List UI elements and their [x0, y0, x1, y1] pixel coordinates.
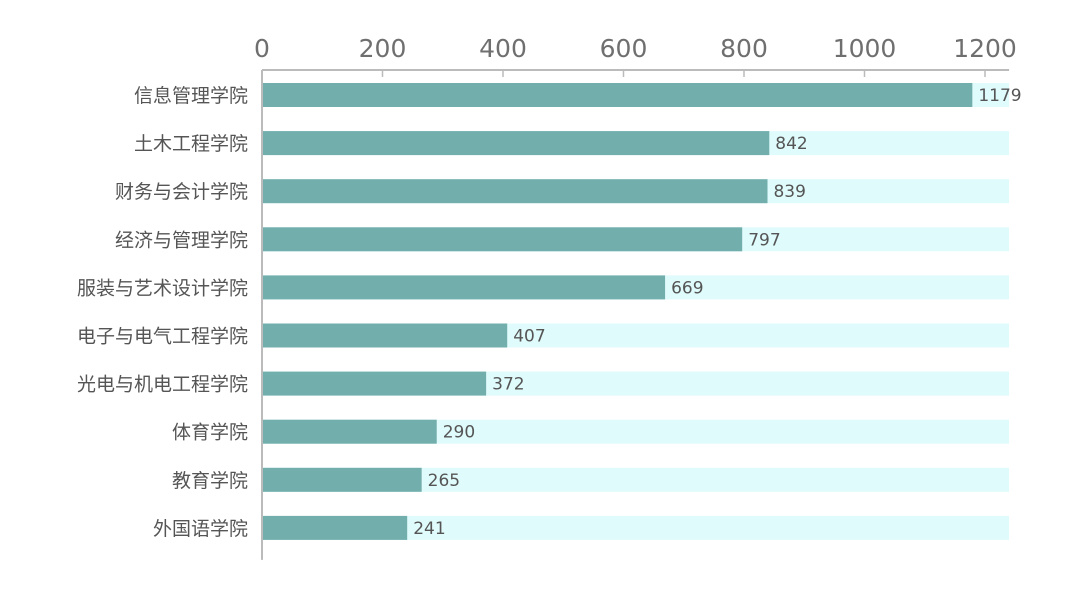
bar [263, 419, 437, 444]
x-tick-label: 0 [254, 34, 270, 63]
x-tick-label: 600 [600, 34, 648, 63]
data-label: 372 [492, 375, 524, 395]
data-label: 290 [443, 423, 475, 443]
data-labels: 1179 842 839 797 669 407 372 290 265 241 [413, 86, 1021, 539]
bar [263, 323, 508, 348]
category-label: 体育学院 [172, 422, 248, 444]
bars [263, 83, 973, 540]
bar [263, 275, 666, 300]
category-label: 土木工程学院 [134, 133, 248, 155]
category-label: 教育学院 [172, 470, 248, 492]
category-label: 光电与机电工程学院 [77, 374, 248, 396]
x-tick-label: 800 [720, 34, 768, 63]
category-labels: 信息管理学院土木工程学院财务与会计学院经济与管理学院服装与艺术设计学院电子与电气… [77, 85, 248, 540]
x-tick-label: 1200 [953, 34, 1017, 63]
axes [261, 69, 1010, 560]
data-label: 407 [513, 327, 545, 347]
x-axis-ticks: 0 200 400 600 800 1000 1200 [254, 34, 1017, 77]
bar [263, 515, 408, 540]
bar [263, 227, 743, 252]
category-label: 电子与电气工程学院 [77, 326, 248, 348]
data-label: 842 [775, 134, 807, 154]
data-label: 797 [748, 230, 780, 250]
bar [263, 179, 768, 204]
x-tick-label: 200 [359, 34, 407, 63]
bar [263, 83, 973, 107]
category-label: 信息管理学院 [134, 85, 248, 107]
data-label: 1179 [978, 86, 1021, 106]
bar [263, 467, 422, 492]
data-label: 839 [773, 182, 805, 202]
category-label: 外国语学院 [153, 518, 248, 540]
category-label: 服装与艺术设计学院 [77, 277, 248, 299]
data-label: 241 [413, 519, 445, 539]
x-tick-label: 1000 [833, 34, 897, 63]
data-label: 265 [428, 471, 460, 491]
category-label: 经济与管理学院 [115, 229, 248, 251]
data-label: 669 [671, 278, 703, 298]
x-tick-label: 400 [479, 34, 527, 63]
bar [263, 371, 487, 396]
bar [263, 131, 770, 156]
category-label: 财务与会计学院 [115, 181, 248, 203]
